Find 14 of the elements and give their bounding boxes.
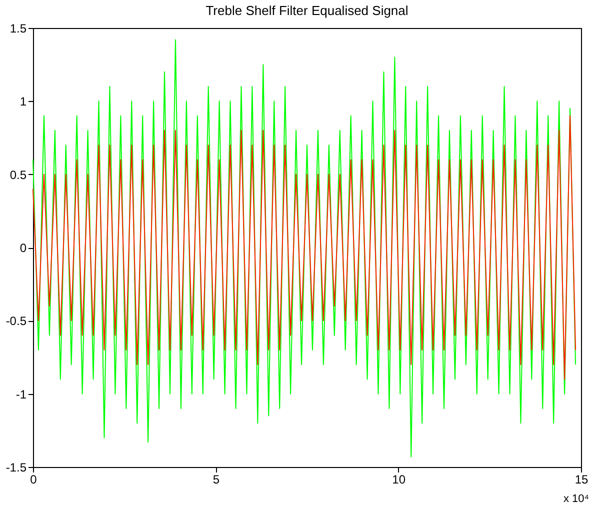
x-tick-label: 5: [212, 472, 220, 486]
x-tick-label: 10: [392, 472, 406, 486]
y-tick-label: 1.5: [10, 22, 27, 36]
y-tick-label: 0.5: [10, 168, 27, 182]
x-tick-label: 15: [574, 472, 588, 486]
y-tick-label: 0: [20, 241, 27, 255]
x-tick-label: 0: [30, 472, 38, 486]
y-tick-label: -0.5: [6, 314, 27, 328]
text: x 10⁴: [563, 493, 590, 505]
chart-title: Treble Shelf Filter Equalised Signal: [206, 3, 408, 18]
line-series: [32, 115, 576, 380]
y-tick-label: -1.5: [6, 460, 27, 474]
y-tick-label: 1: [20, 94, 27, 109]
y-tick-label: -1: [16, 387, 27, 402]
